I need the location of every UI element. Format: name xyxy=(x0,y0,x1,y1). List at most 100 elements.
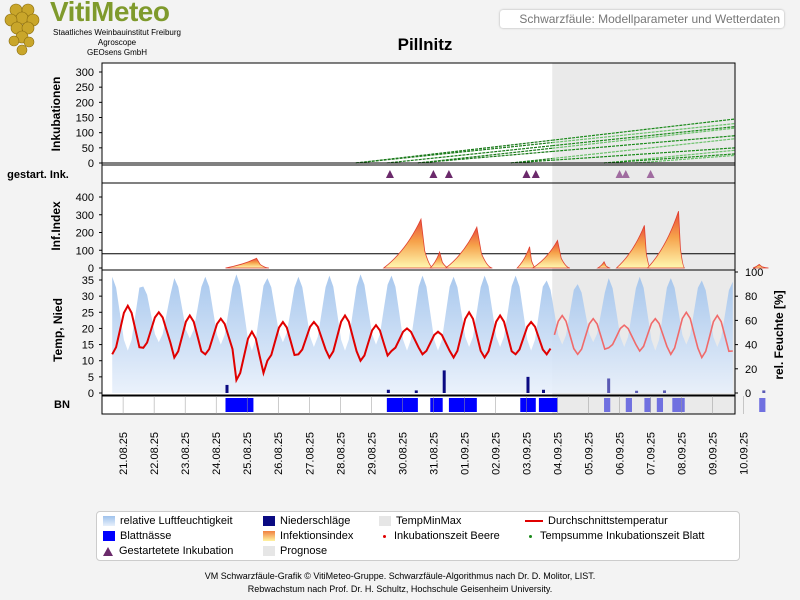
legend-label: Infektionsindex xyxy=(280,530,354,542)
started-incubation-marker xyxy=(429,170,438,178)
leaf-wetness-bar xyxy=(538,398,558,412)
precipitation-bar xyxy=(607,378,611,393)
legend-swatch xyxy=(103,516,115,526)
temperature-axis-title: Temp, Nied xyxy=(51,298,65,362)
infection-tick-label: 0 xyxy=(88,263,94,275)
x-tick-label: 04.09.25 xyxy=(553,432,565,475)
x-tick-label: 29.08.25 xyxy=(366,432,378,475)
started-incubation-marker xyxy=(385,170,394,178)
logo-line-1: Staatliches Weinbauinstitut Freiburg xyxy=(53,28,181,37)
incubation-forecast-line xyxy=(552,127,736,149)
legend-swatch xyxy=(525,520,543,522)
legend-item: Infektionsindex xyxy=(263,530,353,542)
legend-label: Inkubationszeit Beere xyxy=(394,530,500,542)
temperature-tick-label: 30 xyxy=(82,291,94,303)
legend-label: Durchschnittstemperatur xyxy=(548,515,668,527)
started-incubation-marker xyxy=(444,170,453,178)
humidity-tick-label: 40 xyxy=(745,340,757,352)
incubation-forecast-line xyxy=(635,154,736,164)
infection-tick-label: 100 xyxy=(76,245,94,257)
incubation-tick-label: 200 xyxy=(76,97,94,109)
panel-frame xyxy=(101,269,736,396)
leaf-wetness-bar xyxy=(448,398,477,412)
started-incubation-marker xyxy=(522,170,531,178)
temperature-tick-label: 15 xyxy=(82,340,94,352)
legend-swatch xyxy=(263,516,275,526)
legend-item: Inkubationszeit Beere xyxy=(379,530,500,542)
leaf-wetness-bar xyxy=(520,398,536,412)
x-tick-label: 22.08.25 xyxy=(149,432,161,475)
precipitation-bar xyxy=(225,384,229,393)
incubation-line xyxy=(355,141,553,164)
x-tick-label: 07.09.25 xyxy=(646,432,658,475)
humidity-tick-label: 0 xyxy=(745,388,751,400)
incubation-forecast-line xyxy=(552,147,736,161)
incubation-line xyxy=(386,145,553,164)
incubation-tick-label: 100 xyxy=(76,128,94,140)
footer-line-2: Rebwachstum nach Prof. Dr. H. Schultz, H… xyxy=(247,584,553,594)
x-tick-label: 03.09.25 xyxy=(521,432,533,475)
humidity-tick-label: 100 xyxy=(745,267,763,279)
mean-temperature-forecast-line xyxy=(553,310,733,360)
humidity-tick-label: 20 xyxy=(745,364,757,376)
precipitation-bar xyxy=(414,390,418,393)
incubation-forecast-line xyxy=(552,118,736,141)
legend-label: TempMinMax xyxy=(396,515,462,527)
x-tick-label: 23.08.25 xyxy=(180,432,192,475)
x-tick-label: 26.08.25 xyxy=(273,432,285,475)
leaf-wetness-bar xyxy=(644,398,651,412)
legend-label: Prognose xyxy=(280,545,328,557)
legend-label: Blattnässe xyxy=(120,530,172,542)
started-incubation-marker xyxy=(615,170,624,178)
legend-swatch xyxy=(263,531,275,541)
x-tick-label: 25.08.25 xyxy=(242,432,254,475)
legend-label: relative Luftfeuchtigkeit xyxy=(120,515,233,527)
infection-index-peak xyxy=(646,211,685,269)
legend-label: Gestartetete Inkubation xyxy=(119,545,234,557)
infection-tick-label: 400 xyxy=(76,192,94,204)
grape-icon xyxy=(4,3,40,56)
legend-item: relative Luftfeuchtigkeit xyxy=(103,515,233,527)
precipitation-bar xyxy=(541,389,545,393)
temperature-tick-label: 10 xyxy=(82,356,94,368)
incubation-tick-label: 0 xyxy=(88,158,94,170)
precipitation-bar xyxy=(635,390,639,393)
legend-item: TempMinMax xyxy=(379,515,461,527)
precipitation-bar xyxy=(762,390,766,393)
humidity-tick-label: 60 xyxy=(745,315,757,327)
started-incubation-axis-title: gestart. Ink. xyxy=(7,169,69,181)
temperature-tick-label: 35 xyxy=(82,275,94,287)
precipitation-bar xyxy=(442,370,446,393)
x-tick-label: 31.08.25 xyxy=(428,432,440,475)
legend-item: Prognose xyxy=(263,545,327,557)
leaf-wetness-bar xyxy=(672,398,685,412)
humidity-area xyxy=(112,274,733,393)
infection-tick-label: 200 xyxy=(76,228,94,240)
x-tick-label: 24.08.25 xyxy=(211,432,223,475)
leaf-wetness-bar xyxy=(430,398,443,412)
legend-swatch xyxy=(379,516,391,526)
footer-line-1: VM Schwarzfäule-Grafik © VitiMeteo-Grupp… xyxy=(204,571,596,581)
legend-swatch xyxy=(383,534,386,538)
legend-label: Tempsumme Inkubationszeit Blatt xyxy=(540,530,705,542)
incubation-forecast-line xyxy=(552,126,736,147)
infection-index-peak xyxy=(444,225,493,269)
x-tick-label: 27.08.25 xyxy=(304,432,316,475)
incubation-tick-label: 150 xyxy=(76,113,94,125)
legend-swatch xyxy=(529,534,532,538)
temperature-tick-label: 5 xyxy=(88,372,94,384)
infection-index-peak xyxy=(596,260,611,269)
page-title: Schwarzfäule: Modellparameter und Wetter… xyxy=(500,10,784,28)
leaf-wetness-bar xyxy=(656,398,664,412)
leaf-wetness-axis-title: BN xyxy=(54,399,70,411)
leaf-wetness-bar xyxy=(604,398,611,412)
x-tick-label: 08.09.25 xyxy=(677,432,689,475)
legend-swatch xyxy=(263,546,275,556)
legend-item: Tempsumme Inkubationszeit Blatt xyxy=(525,530,704,542)
temperature-tick-label: 25 xyxy=(82,307,94,319)
leaf-wetness-bar xyxy=(225,398,254,412)
infection-axis-title: Inf.Index xyxy=(49,201,63,251)
logo-title: VitiMeteo xyxy=(50,0,170,27)
x-tick-label: 21.08.25 xyxy=(118,432,130,475)
panel-frame xyxy=(101,395,736,415)
